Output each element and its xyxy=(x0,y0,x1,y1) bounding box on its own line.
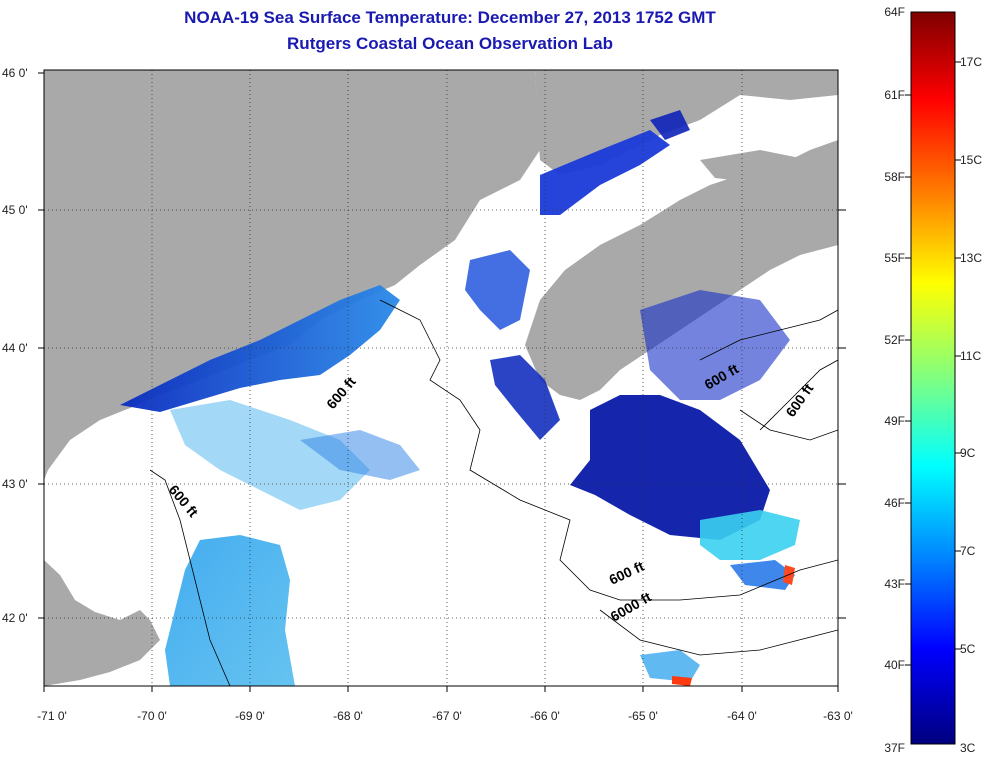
sst-fundy-upper xyxy=(650,110,690,140)
lon-label: -63 0' xyxy=(823,709,853,723)
lon-label: -65 0' xyxy=(628,709,658,723)
longitude-labels: -71 0' -70 0' -69 0' -68 0' -67 0' -66 0… xyxy=(37,709,853,723)
sst-south-east-warm xyxy=(672,676,692,686)
axis-ticks xyxy=(38,72,846,692)
cb-label-f: 43F xyxy=(884,577,905,591)
sst-georges-bank xyxy=(700,510,800,560)
colorbar-fahrenheit-labels: 64F 61F 58F 55F 52F 49F 46F 43F 40F 37F xyxy=(884,5,905,755)
cb-label-f: 49F xyxy=(884,414,905,428)
sst-georges-east xyxy=(730,560,795,590)
land-nova-scotia xyxy=(525,140,838,400)
sst-scotian-streaks xyxy=(640,290,790,400)
lon-label: -70 0' xyxy=(137,709,167,723)
lat-label: 42 0' xyxy=(2,611,28,625)
cb-label-c: 9C xyxy=(960,446,976,460)
lon-label: -66 0' xyxy=(530,709,560,723)
lon-label: -71 0' xyxy=(37,709,67,723)
cb-label-c: 17C xyxy=(960,55,982,69)
cb-label-f: 55F xyxy=(884,251,905,265)
lat-label: 43 0' xyxy=(2,477,28,491)
sst-sw-nova-scotia xyxy=(490,355,560,440)
lat-label: 46 0' xyxy=(2,66,28,80)
cb-label-f: 52F xyxy=(884,333,905,347)
land-cape-cod xyxy=(44,560,160,686)
lon-label: -64 0' xyxy=(727,709,757,723)
cb-label-c: 11C xyxy=(960,349,981,363)
lat-label: 44 0' xyxy=(2,341,28,355)
sst-bay-of-fundy xyxy=(540,130,670,215)
lon-label: -69 0' xyxy=(235,709,265,723)
cb-label-f: 40F xyxy=(884,658,905,672)
cb-label-c: 13C xyxy=(960,251,982,265)
cb-label-c: 3C xyxy=(960,741,976,755)
sst-south-east-patch xyxy=(640,650,700,682)
sst-grand-manan xyxy=(465,250,530,330)
sst-scotian-shelf-patch xyxy=(570,395,770,540)
cb-label-c: 7C xyxy=(960,544,976,558)
colorbar-celsius-labels: 17C 15C 13C 11C 9C 7C 5C 3C xyxy=(960,55,982,755)
graticule xyxy=(44,70,838,686)
lon-label: -68 0' xyxy=(333,709,363,723)
cb-label-f: 64F xyxy=(884,5,905,19)
sst-central-patches xyxy=(170,400,370,510)
lat-label: 45 0' xyxy=(2,203,28,217)
land-pei xyxy=(700,150,800,182)
cb-label-c: 5C xyxy=(960,642,976,656)
cb-label-f: 46F xyxy=(884,496,905,510)
map-title: NOAA-19 Sea Surface Temperature: Decembe… xyxy=(184,8,716,27)
map-subtitle: Rutgers Coastal Ocean Observation Lab xyxy=(287,34,613,53)
colorbar xyxy=(910,11,956,745)
plot-frame xyxy=(43,69,839,687)
sst-mid-patches xyxy=(300,430,420,480)
land-new-england xyxy=(44,70,540,480)
sst-southern-patch xyxy=(165,535,295,686)
cb-label-c: 15C xyxy=(960,153,982,167)
cb-label-f: 61F xyxy=(884,88,905,102)
lon-label: -67 0' xyxy=(432,709,462,723)
sst-maine-coast xyxy=(120,285,400,412)
cb-label-f: 37F xyxy=(884,741,905,755)
latitude-labels: 46 0' 45 0' 44 0' 43 0' 42 0' xyxy=(2,66,28,625)
colorbar-ticks xyxy=(905,61,961,666)
cb-label-f: 58F xyxy=(884,170,905,184)
